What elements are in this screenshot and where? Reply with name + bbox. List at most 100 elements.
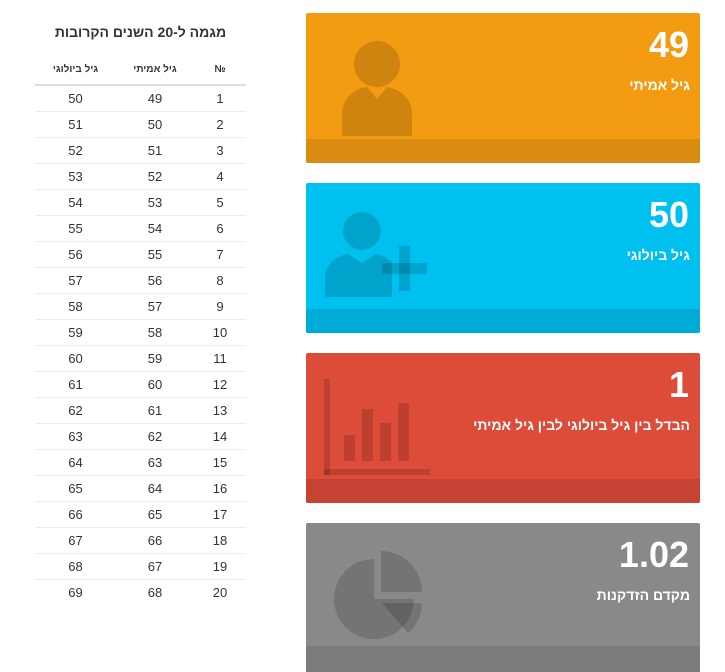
header-bio-age: גיל ביולוגי — [35, 54, 116, 86]
cell-bio-age: 63 — [35, 423, 116, 450]
real-age-label: גיל אמיתי — [629, 77, 690, 93]
cell-real-age: 52 — [116, 163, 194, 190]
cell-real-age: 56 — [116, 267, 194, 294]
cell-bio-age: 69 — [35, 579, 116, 605]
cell-num: 4 — [194, 163, 246, 190]
table-row: 9 57 58 — [35, 293, 246, 320]
cell-num: 15 — [194, 449, 246, 476]
trend-table-body: 1 49 50 2 50 51 3 51 52 4 52 53 5 53 54 6 54 55 7 55 56 8 56 57… — [35, 85, 246, 605]
table-row: 19 67 68 — [35, 553, 246, 580]
cell-real-age: 67 — [116, 553, 194, 580]
aging-rate-card-footer — [306, 646, 700, 672]
difference-card-footer — [306, 479, 700, 503]
cell-real-age: 55 — [116, 241, 194, 268]
cell-real-age: 49 — [147, 91, 163, 106]
cell-num: 12 — [194, 371, 246, 398]
bio-age-card-footer — [306, 309, 700, 333]
header-num: № — [194, 54, 246, 86]
cell-real-age: 51 — [116, 137, 194, 164]
cell-num: 7 — [194, 241, 246, 268]
cell-num: 2 — [194, 111, 246, 138]
difference-value: 1 — [668, 364, 689, 405]
cell-real-age: 61 — [116, 397, 194, 424]
cell-bio-age: 57 — [35, 267, 116, 294]
header-real-age: גיל אמיתי — [116, 54, 194, 86]
cell-bio-age: 61 — [35, 371, 116, 398]
user-plus-icon — [322, 201, 432, 311]
cell-bio-age: 50 — [68, 91, 83, 106]
table-header-row: № גיל אמיתי גיל ביולוגי — [35, 54, 246, 86]
table-row: 11 59 60 — [35, 345, 246, 372]
cell-bio-age: 66 — [35, 501, 116, 528]
cell-num: 14 — [194, 423, 246, 450]
cell-num: 11 — [194, 345, 246, 372]
cell-real-age: 65 — [116, 501, 194, 528]
trend-table: № גיל אמיתי גיל ביולוגי 1 49 50 2 50 51 3 51 52 4… — [35, 54, 246, 605]
cell-real-age: 66 — [116, 527, 194, 554]
cell-num: 20 — [194, 579, 246, 605]
trend-table-title: מגמה ל-20 השנים הקרובות — [54, 24, 227, 40]
bar-chart-icon — [322, 371, 432, 481]
cell-real-age: 68 — [116, 579, 194, 605]
cell-bio-age: 52 — [35, 137, 116, 164]
cell-real-age: 58 — [116, 319, 194, 346]
cell-real-age: 60 — [116, 371, 194, 398]
bio-age-card: 50 גיל ביולוגי — [306, 183, 700, 333]
difference-label: הבדל בין גיל ביולוגי לבין גיל אמיתי — [473, 417, 690, 433]
user-icon — [322, 31, 432, 141]
cell-bio-age: 60 — [35, 345, 116, 372]
bio-age-value: 50 — [648, 194, 689, 235]
cell-num: 8 — [194, 267, 246, 294]
table-row: 8 56 57 — [35, 267, 246, 294]
bio-age-label: גיל ביולוגי — [626, 247, 690, 263]
cell-real-age: 50 — [116, 111, 194, 138]
cell-real-age: 53 — [116, 189, 194, 216]
table-row: 10 58 59 — [35, 319, 246, 346]
aging-rate-label: מקדם הזדקנות — [596, 587, 690, 603]
table-row: 5 53 54 — [35, 189, 246, 216]
cell-num: 18 — [194, 527, 246, 554]
cell-bio-age: 56 — [35, 241, 116, 268]
cell-num: 3 — [194, 137, 246, 164]
cell-num: 17 — [194, 501, 246, 528]
pie-chart-icon — [322, 541, 432, 651]
cell-bio-age: 59 — [35, 319, 116, 346]
aging-rate-card: 1.02 מקדם הזדקנות — [306, 523, 700, 672]
table-row: 4 52 53 — [35, 163, 246, 190]
cell-bio-age: 64 — [35, 449, 116, 476]
trend-table-panel: מגמה ל-20 השנים הקרובות № גיל אמיתי גיל … — [35, 18, 246, 605]
cell-bio-age: 65 — [35, 475, 116, 502]
table-row: 14 62 63 — [35, 423, 246, 450]
cell-real-age: 62 — [116, 423, 194, 450]
table-row: 6 54 55 — [35, 215, 246, 242]
table-row: 13 61 62 — [35, 397, 246, 424]
difference-card: 1 הבדל בין גיל ביולוגי לבין גיל אמיתי — [306, 353, 700, 503]
cell-num: 1 — [216, 91, 224, 106]
cell-bio-age: 55 — [35, 215, 116, 242]
cell-num: 6 — [194, 215, 246, 242]
cell-num: 16 — [194, 475, 246, 502]
cell-bio-age: 67 — [35, 527, 116, 554]
cell-bio-age: 58 — [35, 293, 116, 320]
table-row: 3 51 52 — [35, 137, 246, 164]
table-row: 15 63 64 — [35, 449, 246, 476]
table-row: 2 50 51 — [35, 111, 246, 138]
cell-real-age: 59 — [116, 345, 194, 372]
table-row: 1 49 50 — [35, 85, 246, 112]
aging-rate-value: 1.02 — [618, 534, 689, 575]
real-age-card-footer — [306, 139, 700, 163]
cell-real-age: 57 — [116, 293, 194, 320]
cell-num: 5 — [194, 189, 246, 216]
cell-bio-age: 62 — [35, 397, 116, 424]
real-age-card: 49 גיל אמיתי — [306, 13, 700, 163]
table-row: 12 60 61 — [35, 371, 246, 398]
table-row: 18 66 67 — [35, 527, 246, 554]
cell-real-age: 63 — [116, 449, 194, 476]
real-age-value: 49 — [648, 24, 689, 65]
table-row: 20 68 69 — [35, 579, 246, 605]
table-row: 17 65 66 — [35, 501, 246, 528]
cell-bio-age: 51 — [35, 111, 116, 138]
cell-num: 19 — [194, 553, 246, 580]
cell-num: 10 — [194, 319, 246, 346]
cell-num: 9 — [194, 293, 246, 320]
